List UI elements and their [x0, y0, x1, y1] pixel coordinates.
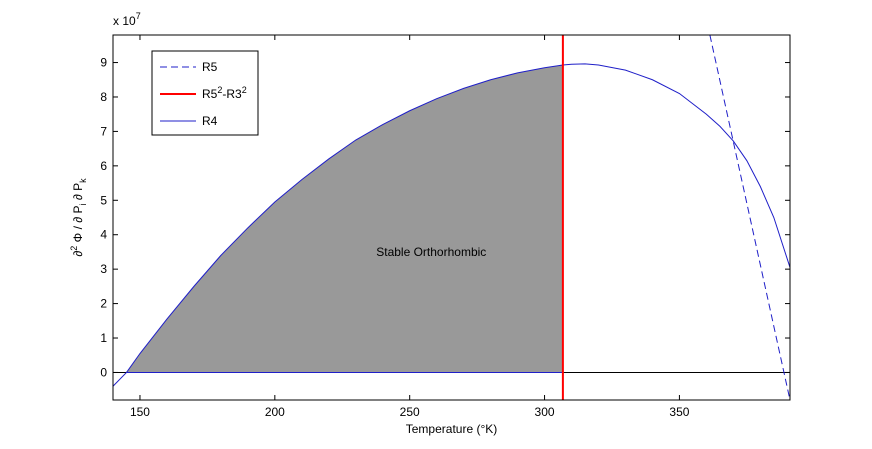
- y-tick-label-2: 2: [100, 297, 107, 311]
- y-label-main: ∂: [71, 251, 85, 257]
- x-axis-label: Temperature (°K): [406, 422, 498, 436]
- y-scale-multiplier: x 107: [113, 11, 141, 28]
- y-label-sup: 2: [69, 246, 79, 251]
- y-label-mid: Φ / ∂ P: [71, 205, 85, 245]
- y-tick-label-4: 4: [100, 228, 107, 242]
- y-label-sub2: k: [78, 178, 88, 183]
- legend-label-2: R4: [202, 114, 218, 128]
- shaded-region: [126, 64, 563, 373]
- axes-layer: [112, 34, 791, 401]
- series-line-r5: [709, 35, 790, 400]
- y-tick-label-3: 3: [100, 262, 107, 276]
- y-tick-label-7: 7: [100, 124, 107, 138]
- annotation-stable-orthorhombic: Stable Orthorhombic: [376, 245, 486, 259]
- legend-label-0: R5: [202, 60, 218, 74]
- x-tick-label-350: 350: [669, 405, 689, 419]
- y-axis-label: ∂2 Φ / ∂ Pi ∂ Pk: [69, 178, 88, 257]
- y-tick-label-8: 8: [100, 90, 107, 104]
- y-scale-exponent: 7: [136, 11, 141, 21]
- x-tick-label-300: 300: [535, 405, 555, 419]
- y-label-sub1: i: [78, 203, 88, 205]
- y-tick-label-6: 6: [100, 159, 107, 173]
- ticks-layer: 150 200 250 300 350 0 1 2 3 4 5 6 7 8 9: [100, 35, 790, 419]
- y-tick-label-0: 0: [100, 365, 107, 379]
- y-tick-label-5: 5: [100, 193, 107, 207]
- legend: R5 R52-R32 R4: [151, 50, 259, 136]
- legend-label-1: R52-R32: [202, 85, 247, 101]
- y-tick-label-1: 1: [100, 331, 107, 345]
- y-label-mid2: ∂ P: [71, 183, 85, 204]
- x-tick-label-150: 150: [130, 405, 150, 419]
- shaded-region-layer: [126, 64, 563, 373]
- x-tick-label-250: 250: [400, 405, 420, 419]
- x-tick-label-200: 200: [265, 405, 285, 419]
- series-line-r4: [113, 63, 790, 387]
- y-tick-label-9: 9: [100, 56, 107, 70]
- series-layer: [113, 35, 790, 400]
- y-scale-base: x 10: [113, 14, 136, 28]
- plot-frame: [112, 34, 791, 401]
